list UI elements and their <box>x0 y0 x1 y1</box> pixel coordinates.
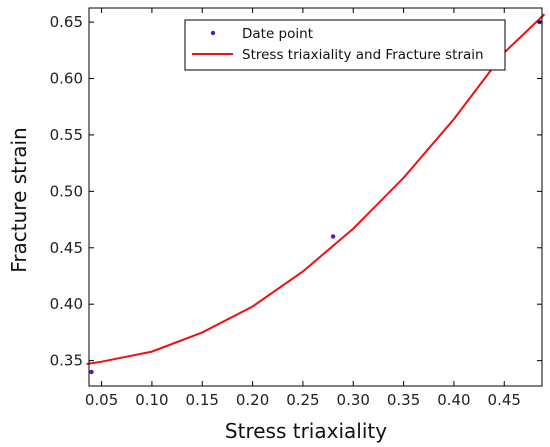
y-tick-label: 0.65 <box>50 13 83 31</box>
x-tick-label: 0.40 <box>437 391 470 409</box>
y-tick-label: 0.60 <box>50 70 83 88</box>
y-axis-ticks: 0.35 0.40 0.45 0.50 0.55 0.60 0.65 <box>50 13 542 370</box>
y-tick-label: 0.55 <box>50 126 83 144</box>
y-tick-label: 0.40 <box>50 295 83 313</box>
x-tick-label: 0.20 <box>236 391 269 409</box>
x-tick-label: 0.30 <box>337 391 370 409</box>
fit-curve-line <box>86 13 546 365</box>
y-tick-label: 0.45 <box>50 239 83 257</box>
x-tick-label: 0.10 <box>135 391 168 409</box>
x-tick-label: 0.15 <box>186 391 219 409</box>
x-tick-label: 0.35 <box>387 391 420 409</box>
x-tick-label: 0.05 <box>85 391 118 409</box>
y-axis-title: Fracture strain <box>7 127 31 272</box>
y-tick-label: 0.50 <box>50 182 83 200</box>
data-point <box>330 234 336 239</box>
legend-label-scatter: Date point <box>242 26 313 42</box>
legend-label-line: Stress triaxiality and Fracture strain <box>242 47 484 63</box>
fit-curve-layer <box>86 13 546 365</box>
x-tick-label: 0.45 <box>488 391 521 409</box>
data-point <box>89 369 94 375</box>
x-axis-title: Stress triaxiality <box>225 419 387 443</box>
legend: Date point Stress triaxiality and Fractu… <box>184 19 506 71</box>
y-tick-label: 0.35 <box>50 352 83 370</box>
legend-marker-scatter <box>210 30 216 36</box>
x-tick-label: 0.25 <box>286 391 319 409</box>
x-axis-ticks: 0.05 0.10 0.15 0.20 0.25 0.30 0.35 0.40 0.45 <box>85 8 521 409</box>
plot-frame <box>88 7 543 387</box>
data-points-layer <box>89 19 542 375</box>
legend-box <box>184 19 506 71</box>
